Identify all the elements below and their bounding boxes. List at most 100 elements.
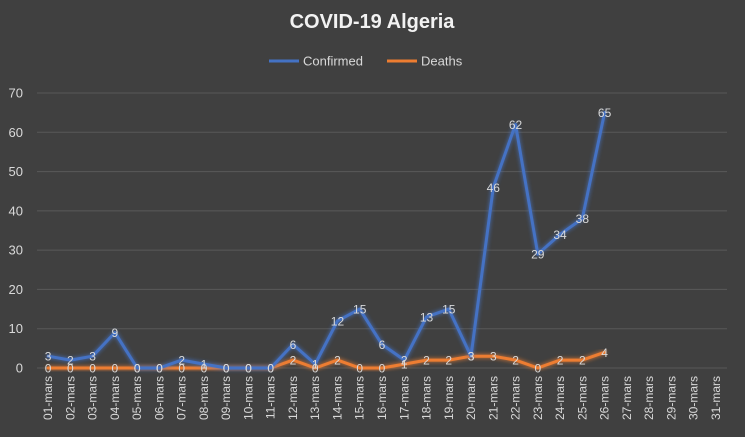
data-label-deaths: 2 — [512, 354, 519, 368]
x-tick-label: 18-mars — [420, 376, 434, 420]
x-tick-label: 13-mars — [308, 376, 322, 420]
data-label-deaths: 0 — [245, 362, 252, 376]
x-tick-label: 27-mars — [620, 376, 634, 420]
data-label-deaths: 0 — [534, 362, 541, 376]
series-line-confirmed — [46, 111, 607, 370]
x-tick-label: 28-mars — [642, 376, 656, 420]
legend-item-deaths: Deaths — [387, 54, 463, 69]
data-label-deaths: 2 — [423, 354, 430, 368]
y-tick-label: 60 — [9, 125, 23, 140]
y-tick-label: 30 — [9, 243, 23, 258]
data-label-confirmed: 9 — [112, 326, 119, 340]
y-tick-label: 50 — [9, 164, 23, 179]
y-axis-ticks: 0 10 20 30 40 50 60 70 — [9, 86, 23, 376]
x-tick-label: 19-mars — [442, 376, 456, 420]
data-label-deaths: 0 — [112, 362, 119, 376]
data-label-deaths: 2 — [290, 354, 297, 368]
x-tick-label: 12-mars — [286, 376, 300, 420]
data-label-confirmed: 38 — [576, 212, 590, 226]
data-label-confirmed: 29 — [531, 248, 545, 262]
x-tick-label: 03-mars — [86, 376, 100, 420]
x-tick-label: 04-mars — [108, 376, 122, 420]
data-label-confirmed: 34 — [553, 228, 567, 242]
x-tick-label: 06-mars — [152, 376, 166, 420]
data-label-deaths: 0 — [67, 362, 74, 376]
data-label-deaths: 0 — [223, 362, 230, 376]
data-label-confirmed: 0 — [223, 362, 230, 376]
y-tick-label: 10 — [9, 321, 23, 336]
x-tick-label: 26-mars — [598, 376, 612, 420]
data-label-deaths: 0 — [201, 362, 208, 376]
x-tick-label: 07-mars — [175, 376, 189, 420]
gridlines — [37, 92, 727, 369]
data-label-confirmed: 0 — [245, 362, 252, 376]
data-label-deaths: 0 — [356, 362, 363, 376]
data-label-confirmed: 1 — [312, 358, 319, 372]
data-label-deaths: 0 — [156, 362, 163, 376]
data-label-confirmed: 15 — [442, 303, 456, 317]
data-label-deaths: 3 — [468, 350, 475, 364]
y-tick-label: 70 — [9, 86, 23, 101]
data-label-confirmed: 62 — [509, 118, 523, 132]
data-label-deaths: 2 — [334, 354, 341, 368]
x-tick-label: 16-mars — [375, 376, 389, 420]
data-label-deaths: 0 — [89, 362, 96, 376]
data-label-confirmed: 0 — [156, 362, 163, 376]
data-label-confirmed: 13 — [420, 310, 434, 324]
data-label-deaths: 2 — [445, 354, 452, 368]
data-label-confirmed: 6 — [379, 338, 386, 352]
data-label-confirmed: 65 — [598, 106, 612, 120]
data-label-deaths: 2 — [579, 354, 586, 368]
series-lines — [46, 111, 607, 370]
y-tick-label: 0 — [16, 361, 23, 376]
data-label-confirmed: 2 — [67, 354, 74, 368]
x-tick-label: 14-mars — [330, 376, 344, 420]
legend-item-confirmed: Confirmed — [269, 54, 363, 69]
data-label-deaths: 4 — [601, 346, 608, 360]
x-tick-label: 30-mars — [687, 376, 701, 420]
x-tick-label: 29-mars — [664, 376, 678, 420]
data-label-confirmed: 12 — [331, 314, 345, 328]
x-tick-label: 02-mars — [63, 376, 77, 420]
x-tick-label: 11-mars — [264, 376, 278, 419]
data-label-deaths: 1 — [401, 358, 408, 372]
data-label-deaths: 2 — [557, 354, 564, 368]
data-label-confirmed: 2 — [401, 354, 408, 368]
x-tick-label: 21-mars — [486, 376, 500, 420]
data-label-deaths: 3 — [490, 350, 497, 364]
data-label-confirmed: 3 — [89, 350, 96, 364]
data-label-deaths: 0 — [267, 362, 274, 376]
x-tick-label: 24-mars — [553, 376, 567, 420]
data-label-confirmed: 0 — [134, 362, 141, 376]
x-tick-label: 09-mars — [219, 376, 233, 420]
data-label-confirmed: 1 — [201, 358, 208, 372]
x-tick-label: 08-mars — [197, 376, 211, 420]
y-tick-label: 40 — [9, 203, 23, 218]
data-label-confirmed: 3 — [468, 350, 475, 364]
x-tick-label: 22-mars — [509, 376, 523, 420]
x-tick-label: 23-mars — [531, 376, 545, 420]
x-tick-label: 25-mars — [575, 376, 589, 420]
chart-title: COVID-19 Algeria — [290, 11, 456, 33]
x-tick-label: 15-mars — [353, 376, 367, 420]
x-tick-label: 01-mars — [41, 376, 55, 420]
data-label-deaths: 0 — [134, 362, 141, 376]
x-axis-ticks: 01-mars 02-mars 03-mars 04-mars 05-mars 06-ma… — [41, 376, 723, 420]
data-label-deaths: 0 — [45, 362, 52, 376]
data-label-confirmed: 46 — [487, 181, 501, 195]
x-tick-label: 20-mars — [464, 376, 478, 420]
legend: Confirmed Deaths — [269, 54, 463, 69]
data-label-confirmed: 6 — [290, 338, 297, 352]
x-tick-label: 05-mars — [130, 376, 144, 420]
data-label-deaths: 0 — [178, 362, 185, 376]
y-tick-label: 20 — [9, 282, 23, 297]
x-tick-label: 10-mars — [241, 376, 255, 420]
data-label-confirmed: 0 — [267, 362, 274, 376]
data-label-deaths: 0 — [379, 362, 386, 376]
legend-label: Deaths — [421, 54, 463, 69]
x-tick-label: 31-mars — [709, 376, 723, 420]
data-label-confirmed: 15 — [353, 303, 367, 317]
